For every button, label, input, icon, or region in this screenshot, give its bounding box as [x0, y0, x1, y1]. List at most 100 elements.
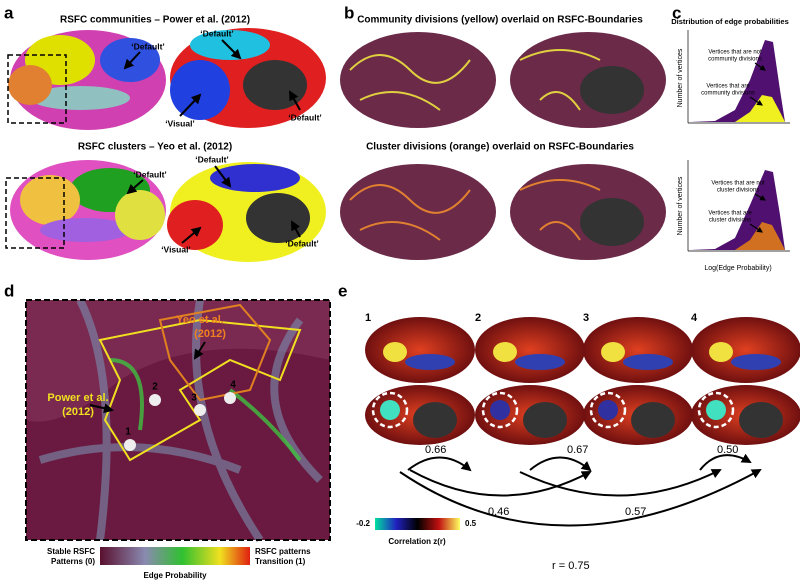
x-axis-label: Log(Edge Probability): [704, 265, 771, 272]
point-label: 1: [125, 427, 131, 438]
brain-shape: [623, 354, 673, 370]
annotation: ‘Visual’: [165, 118, 195, 128]
arrow: [179, 93, 202, 117]
zoom-view: [124, 439, 136, 451]
brain-boundaries: [580, 66, 644, 114]
zoom-box: [5, 177, 65, 249]
colorbar-min: -0.2: [356, 519, 370, 528]
annotation: ‘Visual’: [161, 244, 191, 254]
colorbar-title: Edge Probability: [143, 571, 207, 580]
point-label: 3: [191, 393, 197, 404]
arrow: [193, 341, 206, 360]
brain-shape: [691, 317, 800, 383]
brain-medial: [190, 30, 270, 60]
brain-shape: [490, 400, 510, 420]
brain-shape: [371, 391, 409, 429]
brain-shape: [631, 402, 675, 438]
brain-lateral: [115, 190, 165, 240]
annotation: cluster divisions: [709, 218, 751, 224]
zoom-view: [38, 298, 323, 543]
brain-shape: [380, 400, 400, 420]
connector-arrows: [409, 469, 592, 497]
correlation-label: 0.57: [625, 506, 646, 518]
arrow: [181, 226, 202, 244]
colorbar-label: Transition (1): [255, 557, 306, 566]
annotation: ‘Default’: [131, 41, 165, 51]
seed-label: 4: [691, 312, 698, 324]
brain-boundaries: [349, 49, 601, 111]
annotation: (2012): [62, 406, 94, 418]
arrow: [291, 220, 301, 238]
connector-arrows: [407, 456, 472, 472]
brain-shape: [523, 402, 567, 438]
annotation: Vertices that are not: [711, 181, 765, 187]
seed-label: 3: [583, 312, 589, 324]
brain-shape: [709, 342, 733, 362]
arrow: [749, 223, 763, 233]
zoom-view: [158, 303, 272, 402]
arrow: [749, 96, 763, 106]
annotation: (2012): [194, 328, 226, 340]
annotation: cluster divisions: [717, 188, 759, 194]
brain-boundaries: [340, 164, 496, 260]
annotation: community divisions: [701, 91, 755, 97]
connector-arrows: [699, 453, 752, 471]
panel-title: Cluster divisions (orange) overlaid on R…: [366, 142, 634, 153]
correlation-label: 0.50: [717, 444, 738, 456]
connector-arrows: [399, 453, 762, 527]
brain-shape: [601, 342, 625, 362]
brain-lateral: [20, 175, 80, 225]
arrow: [126, 179, 144, 195]
zoom-view: [25, 299, 331, 541]
panel-title: RSFC communities – Power et al. (2012): [60, 15, 250, 26]
annotation: community divisions: [708, 57, 762, 63]
brain-boundaries: [580, 198, 644, 246]
connector-arrows: [399, 469, 762, 527]
correlation-label: 0.66: [425, 444, 446, 456]
brain-shape: [515, 354, 565, 370]
annotation: ‘Default’: [288, 112, 322, 122]
brain-lateral: [40, 218, 130, 242]
brain-shape: [383, 342, 407, 362]
zoom-box: [7, 54, 67, 124]
point-label: 4: [230, 380, 236, 391]
arrow: [221, 39, 242, 60]
colorbar: [100, 547, 250, 565]
brain-shape: [697, 391, 735, 429]
correlation-label: 0.67: [567, 444, 588, 456]
annotation: Vertices that are not: [708, 50, 762, 56]
annotation: ‘Default’: [133, 169, 167, 179]
connector-arrows: [519, 469, 722, 497]
brain-shape: [405, 354, 455, 370]
brain-boundaries: [340, 32, 666, 260]
brain-lateral: [8, 65, 52, 105]
arrow: [89, 403, 114, 414]
annotation: ‘Default’: [200, 28, 234, 38]
panel-title: RSFC clusters – Yeo et al. (2012): [78, 142, 232, 153]
annotation: ‘Default’: [195, 154, 229, 164]
brain-boundaries: [349, 179, 601, 241]
colorbar: [375, 518, 460, 530]
point-label: 2: [152, 382, 158, 393]
colorbar-label: Patterns (0): [51, 557, 95, 566]
brain-maps: [365, 317, 800, 445]
arrow: [214, 165, 232, 188]
colorbar-title: Correlation z(r): [388, 537, 446, 546]
zoom-view: [224, 392, 236, 404]
correlation-label: r = 0.75: [552, 560, 590, 572]
brain-shape: [731, 354, 781, 370]
arrow: [123, 51, 141, 70]
zoom-view: [149, 394, 161, 406]
annotation: ‘Default’: [285, 238, 319, 248]
panel-letter: a: [4, 3, 14, 22]
annotation: Vertices that are: [708, 211, 752, 217]
zoom-view: [194, 404, 206, 416]
brain-shape: [739, 402, 783, 438]
correlation-label: 0.46: [488, 506, 509, 518]
colorbar-label: RSFC patterns: [255, 547, 311, 556]
brain-medial: [170, 60, 230, 120]
panel-title: Community divisions (yellow) overlaid on…: [357, 15, 643, 26]
colorbar-label: Stable RSFC: [47, 547, 95, 556]
brain-shape: [413, 402, 457, 438]
